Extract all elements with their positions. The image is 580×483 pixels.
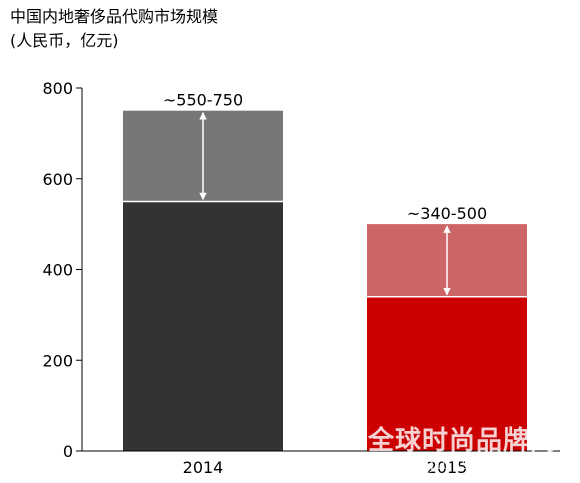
y-tick-label-200: 200 [42, 351, 73, 370]
chart-title: 中国内地奢侈品代购市场规模 [10, 7, 219, 26]
bar-2014-base [123, 201, 283, 451]
bar-2015-base [367, 296, 527, 451]
x-tick-label-2014: 2014 [183, 458, 224, 477]
x-tick-label-2015: 2015 [427, 458, 468, 477]
y-tick-label-400: 400 [42, 261, 73, 280]
watermark-url: www.gloss pp.com [376, 454, 543, 473]
watermark-text: 全球时尚品牌网 [368, 426, 558, 456]
range-label-2014: ~550-750 [163, 91, 243, 110]
y-tick-label-0: 0 [63, 442, 73, 461]
chart-subtitle: (人民币，亿元) [10, 31, 119, 50]
y-tick-label-800: 800 [42, 79, 73, 98]
y-tick-label-600: 600 [42, 170, 73, 189]
range-label-2015: ~340-500 [407, 204, 487, 223]
